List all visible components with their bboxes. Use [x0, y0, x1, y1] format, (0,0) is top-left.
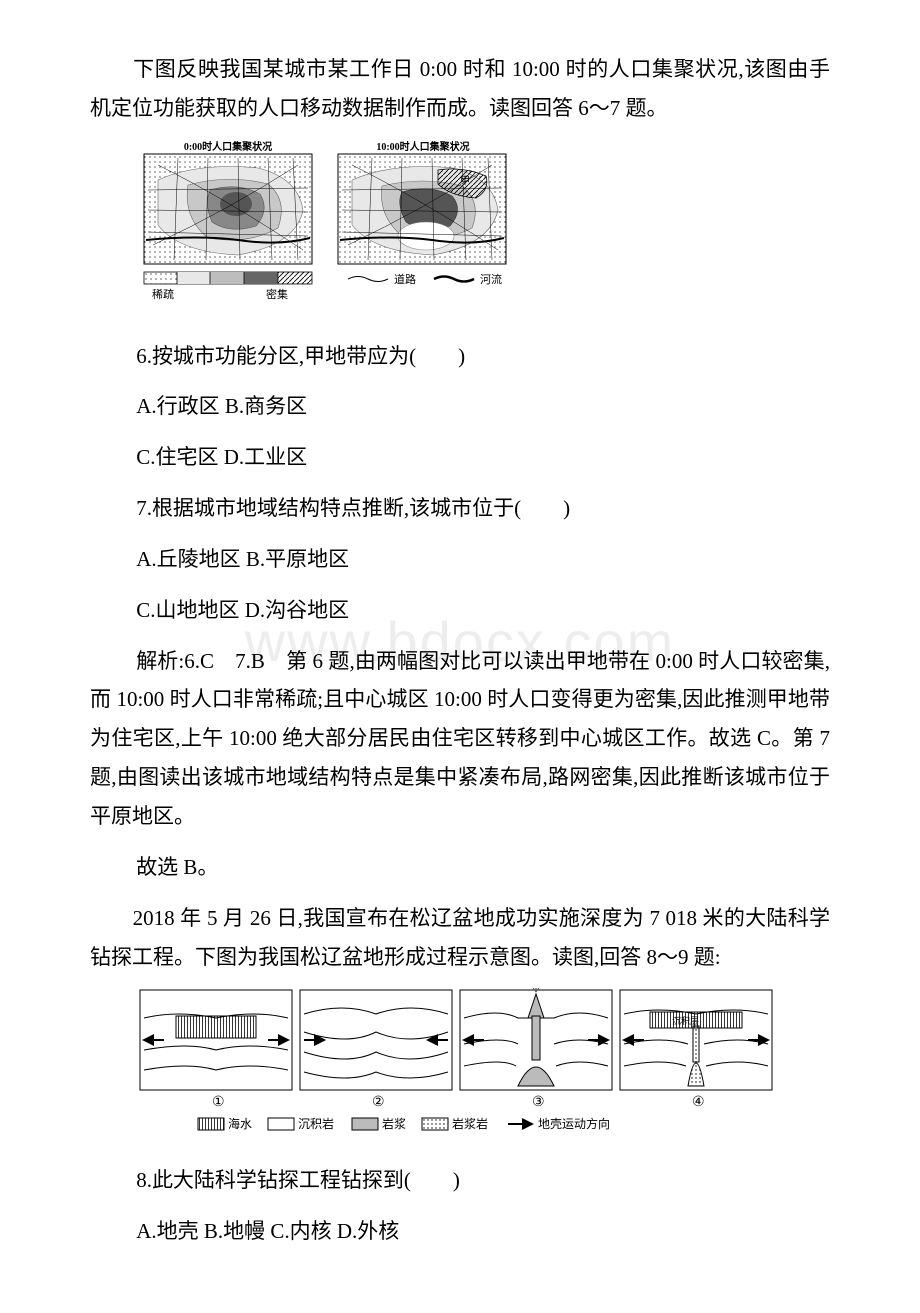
panel-4-label: ④ [692, 1095, 705, 1110]
analysis-67-tail: 故选 B。 [90, 848, 830, 887]
legend-sediment: 沉积岩 [298, 1116, 334, 1131]
q8-options: A.地壳 B.地幔 C.内核 D.外核 [90, 1212, 830, 1251]
q6-options-ab: A.行政区 B.商务区 [90, 387, 830, 426]
panel-2-label: ② [372, 1095, 385, 1110]
panel-1-label: ① [212, 1095, 225, 1110]
legend-dense: 密集 [266, 287, 288, 301]
legend-river: 河流 [480, 272, 502, 286]
analysis-67: 解析:6.C 7.B 第 6 题,由两幅图对比可以读出甲地带在 0:00 时人口… [90, 642, 830, 836]
q7-options-cd: C.山地地区 D.沟谷地区 [90, 591, 830, 630]
q6-options-cd: C.住宅区 D.工业区 [90, 438, 830, 477]
legend-crust: 地壳运动方向 [538, 1116, 610, 1131]
legend-road: 道路 [394, 272, 416, 286]
panel-3-label: ③ [532, 1095, 545, 1110]
q7-stem: 7.根据城市地域结构特点推断,该城市位于( ) [90, 489, 830, 528]
intro-paragraph-1: 下图反映我国某城市某工作日 0:00 时和 10:00 时的人口集聚状况,该图由… [90, 50, 830, 128]
q6-stem: 6.按城市功能分区,甲地带应为( ) [90, 337, 830, 376]
legend-sea: 海水 [228, 1116, 252, 1131]
legend-igneous: 岩浆岩 [452, 1116, 488, 1131]
intro-paragraph-2: 2018 年 5 月 26 日,我国宣布在松辽盆地成功实施深度为 7 018 米… [90, 899, 830, 977]
figure-basin-formation: ① ② [138, 988, 830, 1149]
figure-population-maps: 0:00时人口集聚状况 [138, 140, 830, 325]
map-title-right: 10:00时人口集聚状况 [376, 140, 469, 153]
legend-sparse: 稀疏 [152, 287, 174, 301]
legend-magma: 岩浆 [382, 1116, 406, 1131]
q7-options-ab: A.丘陵地区 B.平原地区 [90, 540, 830, 579]
map-title-left: 0:00时人口集聚状况 [184, 140, 272, 153]
svg-text:沉积层: 沉积层 [672, 1015, 699, 1026]
q8-stem: 8.此大陆科学钻探工程钻探到( ) [90, 1161, 830, 1200]
label-jia: 甲 [460, 176, 470, 187]
